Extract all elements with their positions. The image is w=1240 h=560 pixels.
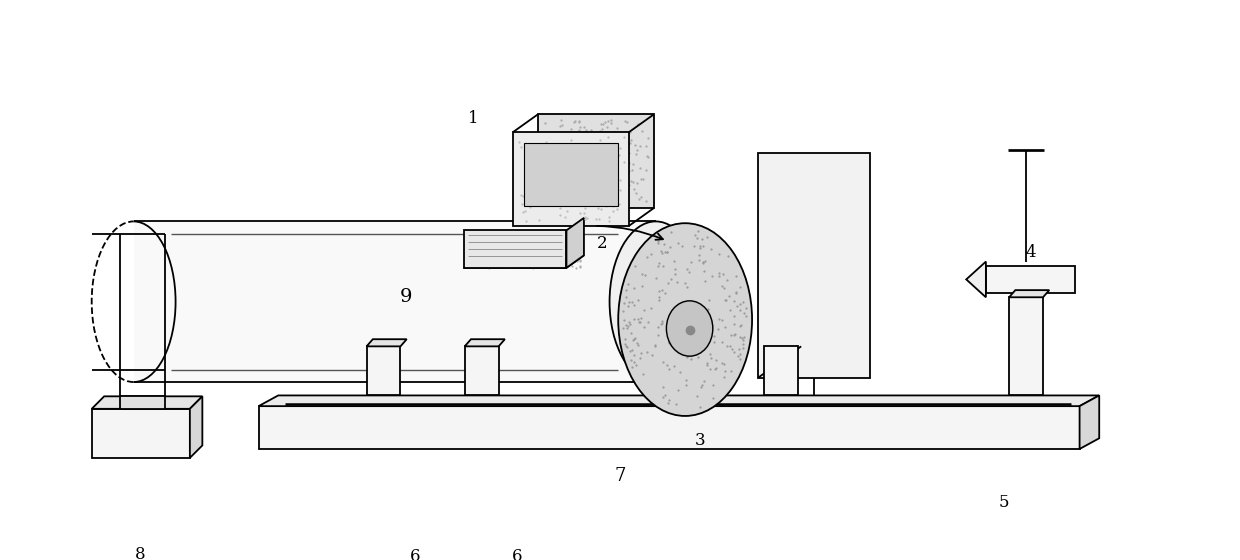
Bar	[764, 346, 797, 395]
Bar	[92, 409, 190, 458]
Polygon shape	[538, 114, 653, 208]
Polygon shape	[464, 255, 584, 268]
Polygon shape	[465, 339, 505, 346]
Ellipse shape	[666, 301, 713, 356]
Ellipse shape	[619, 223, 753, 416]
Polygon shape	[367, 339, 407, 346]
Polygon shape	[966, 262, 986, 297]
Polygon shape	[190, 396, 202, 458]
Polygon shape	[759, 153, 870, 377]
Polygon shape	[464, 230, 567, 268]
Bar	[986, 266, 1075, 293]
Bar	[523, 143, 619, 206]
Text: 1: 1	[467, 110, 479, 127]
Polygon shape	[567, 218, 584, 268]
Polygon shape	[134, 221, 656, 382]
Text: 10: 10	[805, 257, 828, 275]
Text: 7: 7	[614, 466, 626, 485]
Text: 5: 5	[998, 494, 1009, 511]
Bar	[1009, 297, 1043, 395]
Polygon shape	[92, 396, 202, 409]
Text: 6: 6	[512, 548, 522, 560]
Polygon shape	[1080, 395, 1099, 449]
Text: 6: 6	[409, 548, 420, 560]
Polygon shape	[259, 395, 1099, 406]
Text: 2: 2	[596, 235, 608, 252]
Bar	[367, 346, 401, 395]
Polygon shape	[513, 132, 629, 226]
Ellipse shape	[610, 221, 702, 382]
FancyArrowPatch shape	[596, 226, 663, 240]
Text: 9: 9	[399, 288, 412, 306]
Bar	[120, 396, 165, 409]
Text: 8: 8	[135, 546, 145, 560]
Bar	[259, 406, 1080, 449]
Polygon shape	[1009, 290, 1049, 297]
Text: 4: 4	[1025, 244, 1035, 261]
Bar	[465, 346, 498, 395]
Text: 3: 3	[694, 432, 706, 449]
